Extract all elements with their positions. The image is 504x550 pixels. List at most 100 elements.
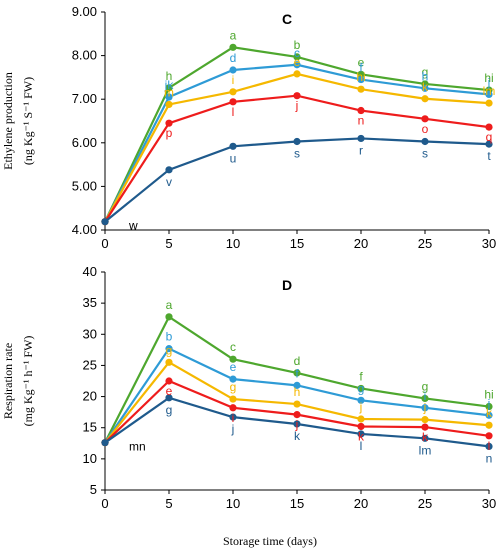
x-tick-label: 25 xyxy=(418,236,432,251)
significance-letter: e xyxy=(358,55,365,69)
panel-c-ethylene: 4.00 5.00 6.00 7.00 8.00 9.00 0 5 10 15 20 25 30 Ethy… xyxy=(1,4,496,251)
significance-letter: hi xyxy=(484,388,493,402)
significance-letter: d xyxy=(230,51,237,65)
data-point xyxy=(229,43,237,51)
data-point xyxy=(293,369,301,377)
significance-letter: k xyxy=(486,406,493,420)
significance-letter: i xyxy=(424,389,427,403)
significance-letter: c xyxy=(294,46,300,60)
significance-letter: j xyxy=(231,422,235,436)
x-tick-label: 0 xyxy=(101,236,108,251)
significance-letter: j xyxy=(359,400,363,414)
data-point xyxy=(229,375,237,383)
data-point xyxy=(165,345,173,353)
data-point xyxy=(485,411,493,419)
data-point xyxy=(485,99,493,107)
data-point xyxy=(293,70,301,78)
significance-letter: k xyxy=(422,80,429,94)
y-tick-label: 9.00 xyxy=(72,4,97,19)
y-tick-label: 5.00 xyxy=(72,178,97,193)
y-tick-label: 8.00 xyxy=(72,48,97,63)
data-point xyxy=(229,88,237,96)
significance-letter: s xyxy=(294,146,300,160)
significance-letter: k xyxy=(422,430,429,444)
data-point xyxy=(485,90,493,99)
data-point xyxy=(421,95,429,103)
data-point xyxy=(229,355,237,363)
data-point xyxy=(229,98,237,106)
y-tick-label: 35 xyxy=(83,295,97,310)
significance-letter: j xyxy=(295,418,299,432)
data-point xyxy=(421,423,429,431)
data-point xyxy=(165,93,173,101)
data-point xyxy=(421,404,429,412)
significance-letter: g xyxy=(166,343,173,357)
significance-letter: l xyxy=(488,439,491,453)
data-point xyxy=(229,142,237,150)
significance-letter: e xyxy=(294,55,301,69)
significance-letter: j xyxy=(487,75,491,89)
significance-letter: h xyxy=(166,69,173,83)
data-point xyxy=(229,404,237,412)
y-tick-label: 20 xyxy=(83,389,97,404)
data-point xyxy=(293,400,301,408)
data-point xyxy=(421,416,429,424)
significance-letter: f xyxy=(359,61,363,75)
significance-letter: h xyxy=(422,69,429,83)
significance-letter: a xyxy=(166,298,173,312)
data-point xyxy=(421,115,429,123)
data-point xyxy=(293,420,301,428)
data-point xyxy=(485,432,493,440)
y-tick-label: 10 xyxy=(83,451,97,466)
significance-letter: i xyxy=(232,73,235,87)
data-point xyxy=(357,415,365,423)
data-point xyxy=(165,313,173,321)
panel-title: C xyxy=(282,11,292,27)
data-point xyxy=(357,75,365,84)
data-point xyxy=(485,442,493,450)
significance-letter: f xyxy=(359,369,363,383)
data-point xyxy=(229,413,237,421)
data-point xyxy=(357,396,365,404)
significance-letter: r xyxy=(359,143,363,157)
significance-letter: e xyxy=(230,360,237,374)
data-point xyxy=(357,85,365,93)
data-point xyxy=(421,394,429,403)
significance-letter: lm xyxy=(419,443,432,457)
y-tick-label: 6.00 xyxy=(72,135,97,150)
x-tick-label: 15 xyxy=(290,496,304,511)
x-tick-label: 30 xyxy=(482,496,496,511)
data-point xyxy=(357,134,365,143)
significance-letter: u xyxy=(230,151,237,165)
significance-letter: l xyxy=(232,105,235,119)
significance-letter: g xyxy=(166,403,173,417)
significance-letter: i xyxy=(232,411,235,425)
x-tick-label: 5 xyxy=(165,236,172,251)
data-point xyxy=(485,402,493,411)
data-point xyxy=(357,70,365,78)
significance-letter: j xyxy=(487,396,491,410)
data-point xyxy=(165,358,173,366)
significance-letter: d xyxy=(294,354,301,368)
x-tick-label: 25 xyxy=(418,496,432,511)
data-point xyxy=(165,166,173,174)
data-point xyxy=(229,66,237,74)
significance-letter: k xyxy=(294,429,301,443)
significance-letter: t xyxy=(487,149,491,163)
y-axis-units: (mg Kg⁻¹ h⁻¹ FW) xyxy=(21,336,35,427)
data-point xyxy=(293,381,301,389)
significance-letter: hi xyxy=(484,71,493,85)
data-point xyxy=(357,422,365,431)
data-point xyxy=(357,430,365,438)
x-tick-label: 15 xyxy=(290,236,304,251)
significance-letter: j xyxy=(295,99,299,113)
data-point xyxy=(421,434,429,442)
significance-letter: b xyxy=(294,38,301,52)
x-tick-label: 5 xyxy=(165,496,172,511)
significance-letter: jk xyxy=(164,78,175,92)
y-tick-label: 40 xyxy=(83,264,97,279)
x-tick-label: 0 xyxy=(101,496,108,511)
significance-letter: a xyxy=(230,28,237,42)
significance-letter: e xyxy=(166,384,173,398)
